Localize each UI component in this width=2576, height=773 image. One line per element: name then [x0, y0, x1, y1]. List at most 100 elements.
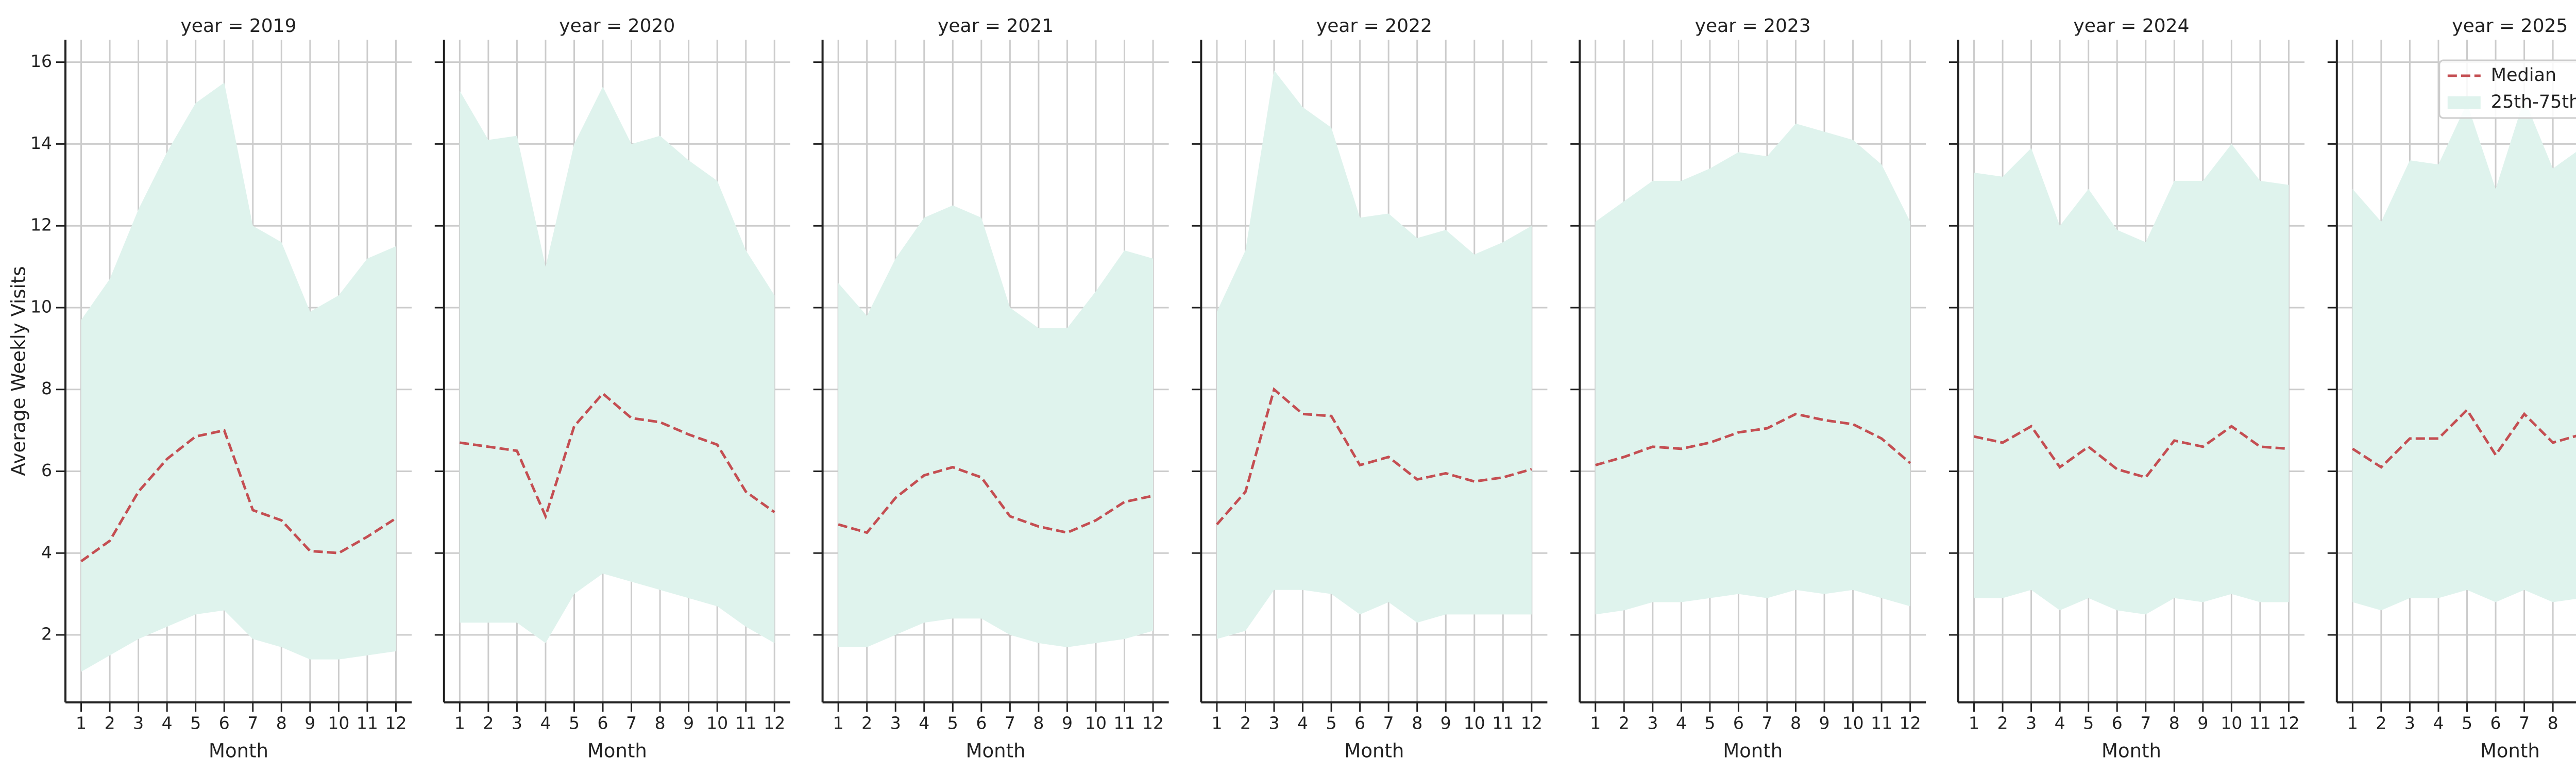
legend-label: 25th-75th Percentile: [2491, 92, 2576, 112]
x-tick-label: 10: [1842, 713, 1864, 733]
y-tick-label: 14: [30, 133, 52, 153]
x-tick-label: 3: [890, 713, 901, 733]
y-tick-label: 16: [30, 51, 52, 71]
legend-swatch: [2447, 96, 2481, 109]
facet-title: year = 2023: [1695, 15, 1811, 37]
median-line: [2351, 408, 2576, 469]
x-tick-label: 12: [2278, 713, 2299, 733]
x-tick-label: 1: [1590, 713, 1601, 733]
percentile-band: [2352, 99, 2576, 611]
x-tick-label: 4: [540, 713, 551, 733]
facet-title: year = 2025: [2452, 15, 2568, 37]
x-tick-label: 8: [655, 713, 666, 733]
y-axis-label: Average Weekly Visits: [8, 266, 30, 476]
x-tick-label: 10: [2221, 713, 2242, 733]
x-tick-label: 6: [2490, 713, 2501, 733]
median-line: [1974, 424, 2289, 479]
y-tick-label: 4: [41, 542, 52, 562]
facet-title: year = 2021: [938, 15, 1054, 37]
x-tick-label: 3: [1647, 713, 1658, 733]
x-tick-label: 9: [304, 713, 315, 733]
x-tick-label: 1: [76, 713, 87, 733]
x-tick-label: 10: [1464, 713, 1485, 733]
x-tick-label: 1: [1211, 713, 1222, 733]
y-tick-label: 2: [41, 624, 52, 644]
x-axis-label: Month: [587, 740, 647, 762]
x-tick-label: 4: [919, 713, 929, 733]
x-tick-label: 11: [1114, 713, 1136, 733]
x-axis-label: Month: [966, 740, 1026, 762]
facet-title: year = 2024: [2074, 15, 2190, 37]
x-tick-label: 11: [357, 713, 378, 733]
x-tick-label: 5: [1326, 713, 1337, 733]
percentile-band: [1216, 70, 1532, 639]
y-tick-label: 12: [30, 215, 52, 235]
x-tick-label: 11: [735, 713, 757, 733]
x-tick-label: 1: [2347, 713, 2358, 733]
x-tick-label: 10: [1085, 713, 1107, 733]
x-tick-label: 2: [1240, 713, 1251, 733]
x-tick-label: 8: [1412, 713, 1422, 733]
facet-title: year = 2019: [181, 15, 297, 37]
x-tick-label: 6: [598, 713, 608, 733]
x-tick-label: 7: [2519, 713, 2530, 733]
x-tick-label: 7: [1761, 713, 1772, 733]
x-tick-label: 11: [1492, 713, 1514, 733]
x-tick-label: 9: [1062, 713, 1073, 733]
x-tick-label: 5: [2462, 713, 2472, 733]
x-tick-label: 4: [2055, 713, 2065, 733]
legend-label: Median: [2491, 65, 2556, 86]
median-line: [1216, 387, 1532, 526]
x-tick-label: 7: [247, 713, 258, 733]
median-line: [838, 465, 1154, 534]
x-tick-label: 6: [1733, 713, 1744, 733]
x-tick-label: 11: [2249, 713, 2271, 733]
x-tick-label: 3: [512, 713, 522, 733]
x-tick-label: 2: [1997, 713, 2008, 733]
x-tick-label: 5: [190, 713, 201, 733]
x-tick-label: 12: [764, 713, 785, 733]
x-tick-label: 1: [454, 713, 465, 733]
x-tick-label: 3: [133, 713, 144, 733]
median-line: [1595, 412, 1911, 466]
percentile-band: [1595, 123, 1910, 615]
x-tick-label: 12: [385, 713, 406, 733]
x-axis-label: Month: [209, 740, 268, 762]
x-tick-label: 10: [706, 713, 728, 733]
x-tick-label: 2: [105, 713, 115, 733]
x-tick-label: 3: [2026, 713, 2037, 733]
x-tick-label: 8: [2548, 713, 2558, 733]
facet-title: year = 2020: [559, 15, 675, 37]
x-tick-label: 5: [2083, 713, 2094, 733]
x-tick-label: 6: [976, 713, 987, 733]
x-tick-label: 9: [1819, 713, 1830, 733]
x-tick-label: 2: [861, 713, 872, 733]
x-tick-label: 7: [1005, 713, 1015, 733]
percentile-band: [838, 205, 1154, 647]
x-tick-label: 6: [1354, 713, 1365, 733]
x-tick-label: 5: [947, 713, 958, 733]
x-tick-label: 4: [1297, 713, 1308, 733]
x-tick-label: 4: [2433, 713, 2444, 733]
x-tick-label: 9: [683, 713, 694, 733]
x-tick-label: 1: [833, 713, 844, 733]
x-tick-label: 2: [1619, 713, 1630, 733]
percentile-band: [460, 87, 775, 643]
x-tick-label: 8: [1033, 713, 1044, 733]
x-tick-label: 6: [219, 713, 230, 733]
x-tick-label: 7: [1383, 713, 1394, 733]
x-tick-label: 8: [276, 713, 287, 733]
x-axis-label: Month: [1344, 740, 1404, 762]
x-tick-label: 1: [1969, 713, 1979, 733]
x-tick-label: 10: [328, 713, 349, 733]
x-tick-label: 12: [1142, 713, 1164, 733]
x-tick-label: 12: [1900, 713, 1921, 733]
